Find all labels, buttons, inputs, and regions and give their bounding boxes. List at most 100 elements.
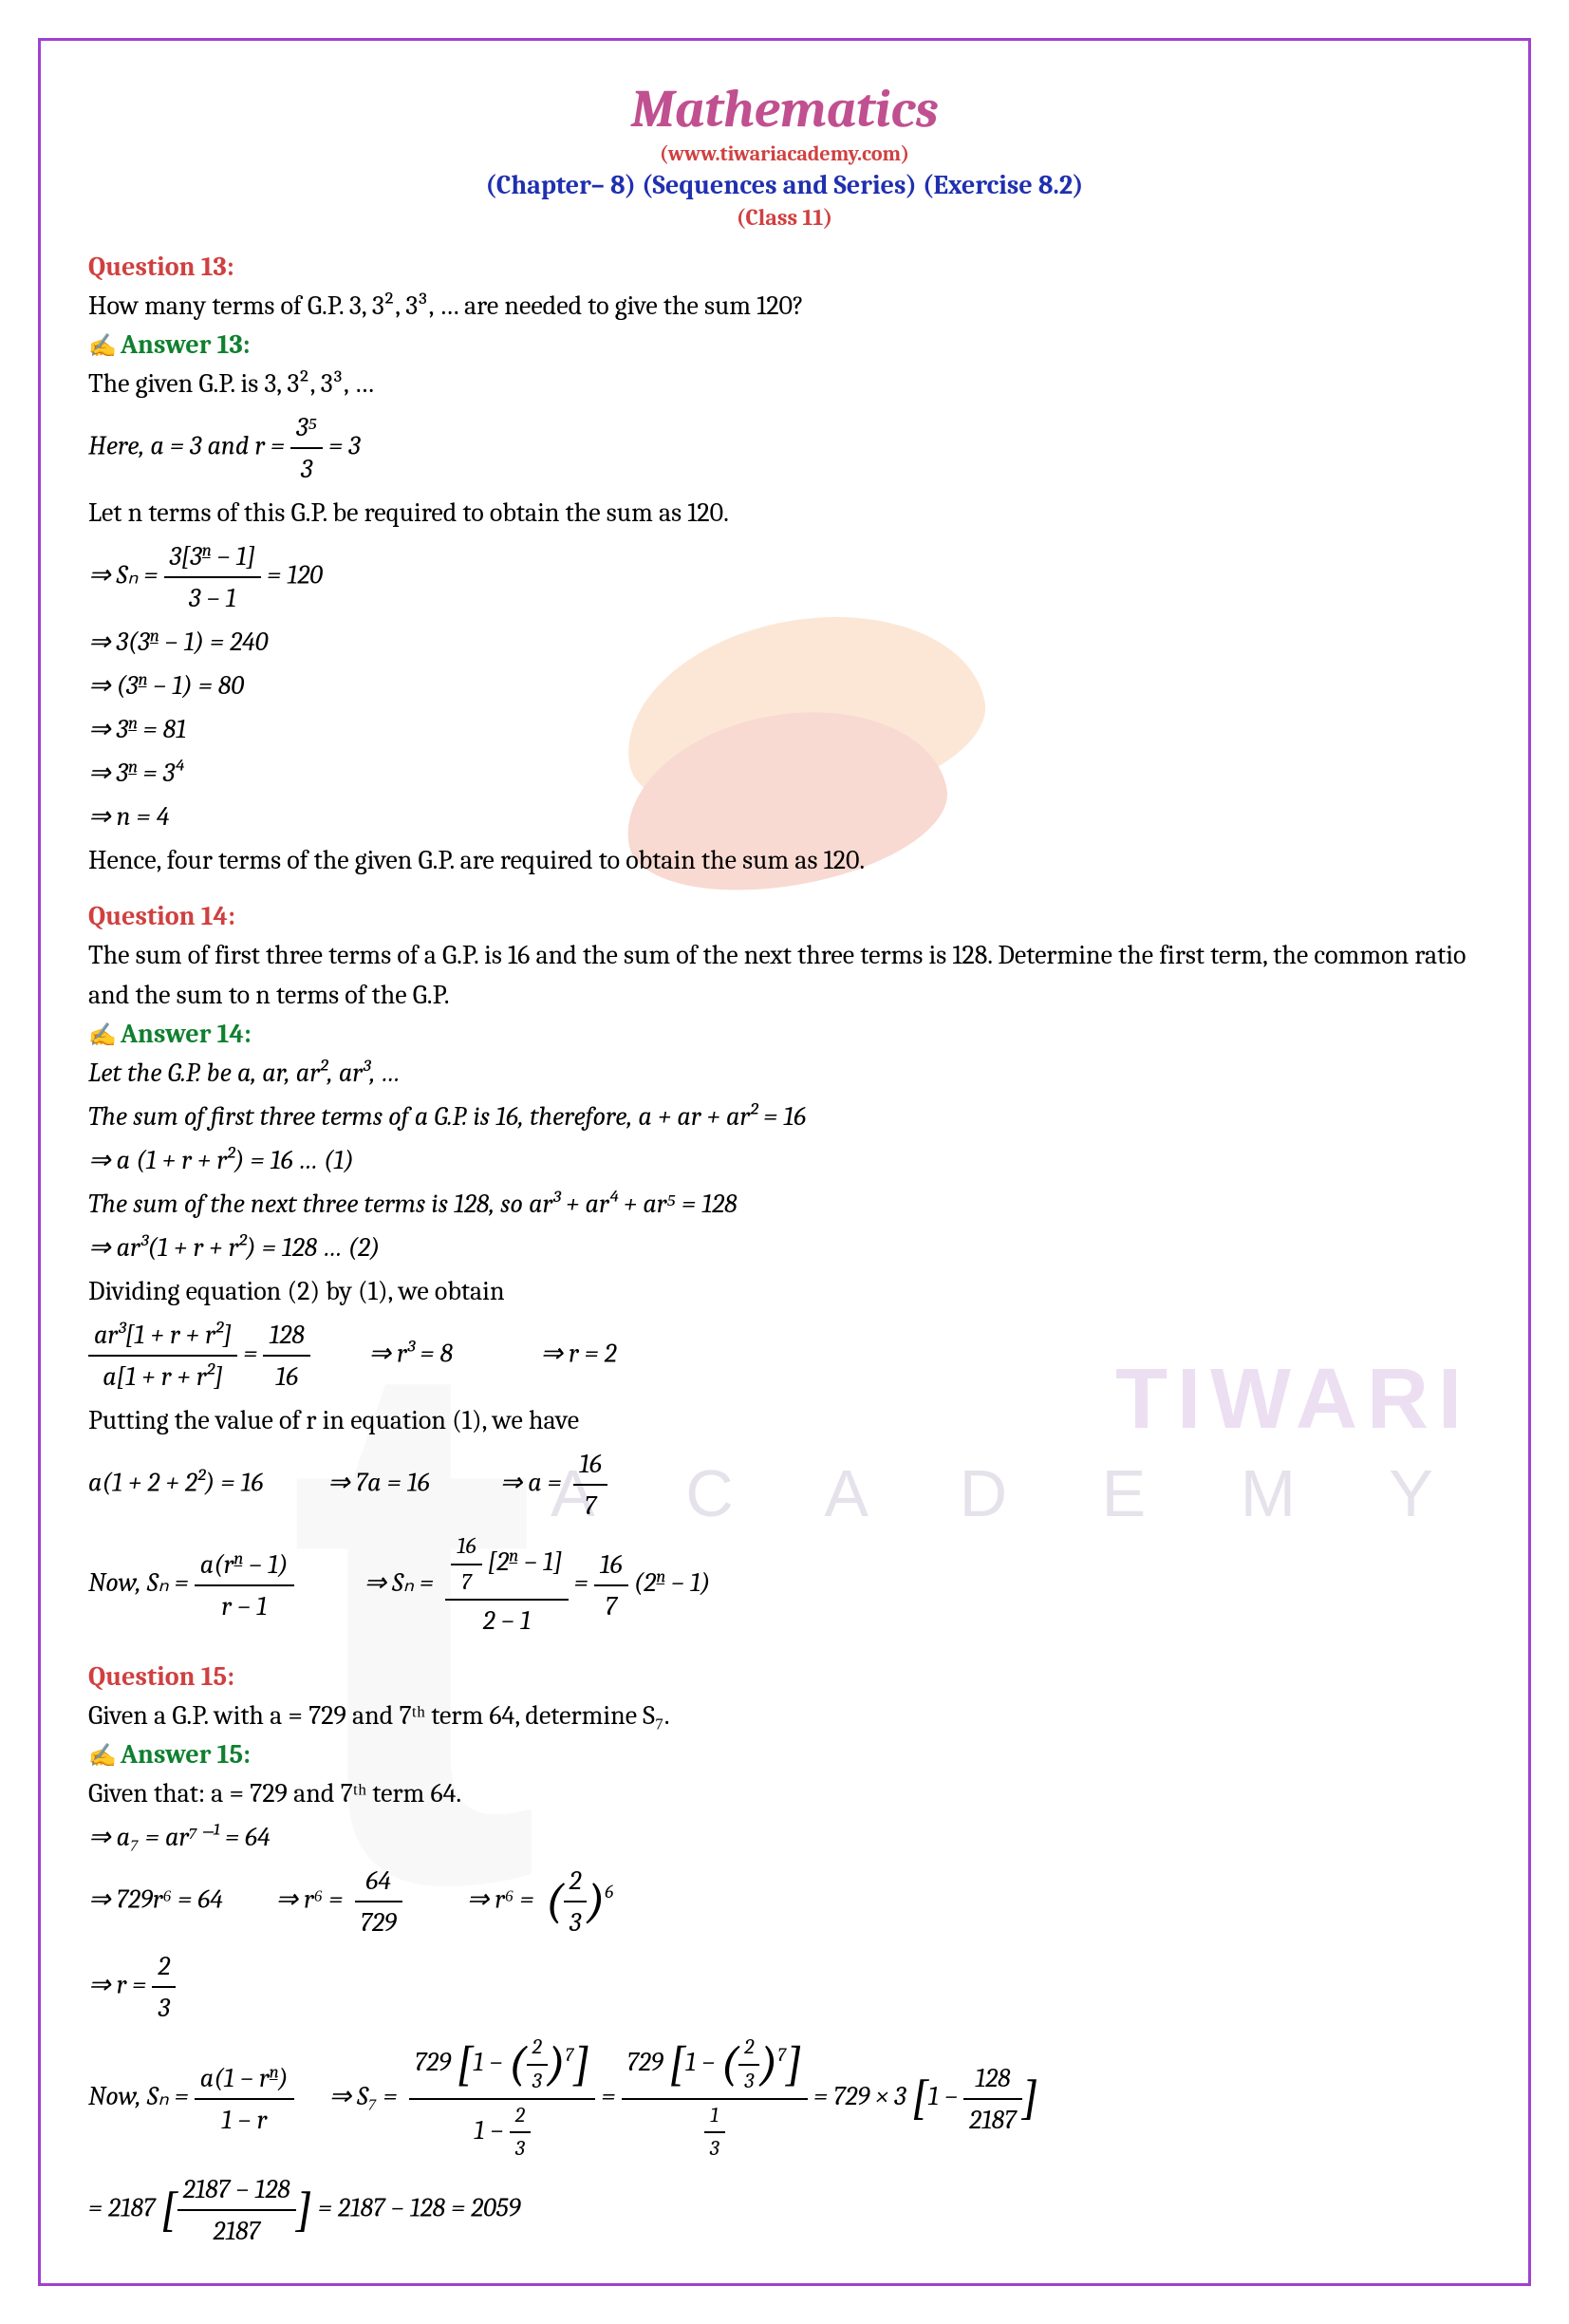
content-area: Mathematics (www.tiwariacademy.com) (Cha… — [88, 79, 1481, 2251]
frac-num: a(1 − rⁿ) — [195, 2058, 294, 2100]
a15-line6a: = 2187 — [88, 2192, 161, 2222]
a15-label: Answer 15: — [88, 1739, 1481, 1770]
txt: 1 − — [928, 2081, 963, 2111]
q13-label: Question 13: — [88, 252, 1481, 282]
rest: [2ⁿ − 1] — [482, 1546, 563, 1577]
a14-line2: The sum of first three terms of a G.P. i… — [88, 1096, 1481, 1136]
frac-num: 2 — [738, 2032, 759, 2066]
a15-line6b: = 2187 − 128 = 2059 — [318, 2192, 521, 2222]
frac-num: ar³[1 + r + r²] — [88, 1315, 237, 1357]
a14-line9a: a(1 + 2 + 2²) = 16 ⇒ 7a = 16 ⇒ a = — [88, 1468, 568, 1498]
frac-num: 2 — [564, 1861, 588, 1902]
a14-line5: ⇒ ar³(1 + r + r²) = 128 … (2) — [88, 1228, 1481, 1267]
a13-line4a: ⇒ Sₙ = — [88, 560, 164, 590]
frac-den: 13 — [622, 2100, 808, 2165]
frac-num: 729 [1 − (23)7] — [622, 2032, 808, 2099]
a14-line10: Now, Sₙ = a(rⁿ − 1)r − 1 ⇒ Sₙ = 167 [2ⁿ … — [88, 1529, 1481, 1640]
frac-den: 2187 — [963, 2100, 1021, 2140]
a13-line4: ⇒ Sₙ = 3[3ⁿ − 1]3 − 1 = 120 — [88, 536, 1481, 618]
a15-line3b: ⇒ r⁶ = — [408, 1884, 540, 1915]
frac-num: 128 — [963, 2058, 1021, 2100]
frac-den: a[1 + r + r²] — [88, 1357, 237, 1396]
a15-line2: ⇒ a₇ = ar⁷⁻¹ = 64 — [88, 1817, 1481, 1857]
a14-line8: Putting the value of r in equation (1), … — [88, 1400, 1481, 1440]
frac-num: 128 — [263, 1315, 309, 1357]
q13-text: How many terms of G.P. 3, 3², 3³, … are … — [88, 286, 1481, 326]
frac-den: 1 − 23 — [409, 2100, 595, 2165]
a13-line2a: Here, a = 3 and r = — [88, 431, 290, 461]
a15-line4: ⇒ r = 23 — [88, 1946, 1481, 2028]
a14-line10b: ⇒ Sₙ = — [300, 1567, 439, 1598]
txt: 1 − — [474, 2115, 509, 2146]
a13-line3: Let n terms of this G.P. be required to … — [88, 493, 1481, 533]
frac-den: 2 − 1 — [445, 1601, 568, 1640]
coeff: 729 — [627, 2048, 669, 2078]
a14-label: Answer 14: — [88, 1019, 1481, 1049]
sup: 7 — [566, 2044, 574, 2066]
frac-num: 2187 − 128 — [177, 2169, 296, 2211]
frac-num: a(rⁿ − 1) — [195, 1545, 294, 1586]
a15-line3: ⇒ 729r⁶ = 64 ⇒ r⁶ = 64729 ⇒ r⁶ = (23)6 — [88, 1861, 1481, 1942]
a15-line3a: ⇒ 729r⁶ = 64 ⇒ r⁶ = — [88, 1884, 348, 1915]
a15-line6: = 2187 [2187 − 1282187] = 2187 − 128 = 2… — [88, 2169, 1481, 2251]
frac-den: 3 — [704, 2133, 725, 2165]
frac-den: 1 − r — [195, 2100, 294, 2140]
frac-den: 729 — [355, 1902, 402, 1942]
frac-num: 167 [2ⁿ − 1] — [445, 1529, 568, 1601]
a13-line2b: = 3 — [328, 431, 360, 461]
a13-line8: ⇒ 3ⁿ = 3⁴ — [88, 753, 1481, 793]
a13-line1: The given G.P. is 3, 3², 3³, … — [88, 364, 1481, 403]
page-container: t TIWARI A C A D E M Y Mathematics (www.… — [38, 38, 1531, 2286]
a14-line4: The sum of the next three terms is 128, … — [88, 1184, 1481, 1224]
a13-line2: Here, a = 3 and r = 3⁵3 = 3 — [88, 407, 1481, 489]
frac-num: 16 — [451, 1529, 481, 1565]
frac-num: 3⁵ — [290, 407, 323, 449]
frac-num: 16 — [594, 1545, 628, 1586]
chapter-label: (Chapter– 8) (Sequences and Series) (Exe… — [88, 170, 1481, 200]
a14-line10d: (2ⁿ − 1) — [634, 1567, 711, 1598]
frac-den: 3 — [527, 2066, 548, 2098]
a15-line1: Given that: a = 729 and 7ᵗʰ term 64. — [88, 1773, 1481, 1813]
frac-den: 7 — [594, 1586, 628, 1626]
a14-line7: ar³[1 + r + r²]a[1 + r + r²] = 12816 ⇒ r… — [88, 1315, 1481, 1396]
a13-line4b: = 120 — [267, 560, 323, 590]
class-label: (Class 11) — [88, 204, 1481, 231]
coeff: 729 — [415, 2048, 457, 2078]
frac-den: 7 — [451, 1565, 481, 1600]
q15-label: Question 15: — [88, 1661, 1481, 1692]
a14-line10c: = — [574, 1567, 594, 1598]
a13-line10: Hence, four terms of the given G.P. are … — [88, 840, 1481, 880]
a14-line9: a(1 + 2 + 2²) = 16 ⇒ 7a = 16 ⇒ a = 167 — [88, 1444, 1481, 1526]
frac-den: 3 — [738, 2066, 759, 2098]
a13-line6: ⇒ (3ⁿ − 1) = 80 — [88, 665, 1481, 705]
frac-num: 16 — [573, 1444, 607, 1486]
a15-line5d: = 729 × 3 — [813, 2081, 912, 2111]
sup: 7 — [777, 2044, 786, 2066]
frac-num: 2 — [510, 2100, 531, 2134]
frac-num: 1 — [704, 2100, 725, 2134]
frac-den: 3 — [510, 2133, 531, 2165]
frac-num: 64 — [355, 1861, 402, 1902]
q15-text: Given a G.P. with a = 729 and 7ᵗʰ term 6… — [88, 1696, 1481, 1735]
frac-den: 7 — [573, 1486, 607, 1526]
frac-num: 729 [1 − (23)7] — [409, 2032, 595, 2099]
q14-label: Question 14: — [88, 901, 1481, 931]
frac-den: 3 — [564, 1902, 588, 1942]
a14-line3: ⇒ a (1 + r + r²) = 16 … (1) — [88, 1140, 1481, 1180]
frac-num: 2 — [152, 1946, 176, 1988]
a13-line9: ⇒ n = 4 — [88, 797, 1481, 836]
frac-den: 16 — [263, 1357, 309, 1396]
website-link: (www.tiwariacademy.com) — [88, 141, 1481, 166]
a15-line5b: ⇒ S₇ = — [300, 2081, 403, 2111]
a13-line5: ⇒ 3(3ⁿ − 1) = 240 — [88, 622, 1481, 662]
a14-line6: Dividing equation (2) by (1), we obtain — [88, 1271, 1481, 1311]
a15-line5a: Now, Sₙ = — [88, 2081, 195, 2111]
q14-text: The sum of first three terms of a G.P. i… — [88, 935, 1481, 1015]
a13-label: Answer 13: — [88, 329, 1481, 360]
a14-line10a: Now, Sₙ = — [88, 1567, 195, 1598]
page-title: Mathematics — [88, 79, 1481, 140]
eq: = — [243, 1339, 263, 1369]
frac-den: 3 — [152, 1988, 176, 2028]
frac-den: 2187 — [177, 2211, 296, 2251]
frac-den: r − 1 — [195, 1586, 294, 1626]
